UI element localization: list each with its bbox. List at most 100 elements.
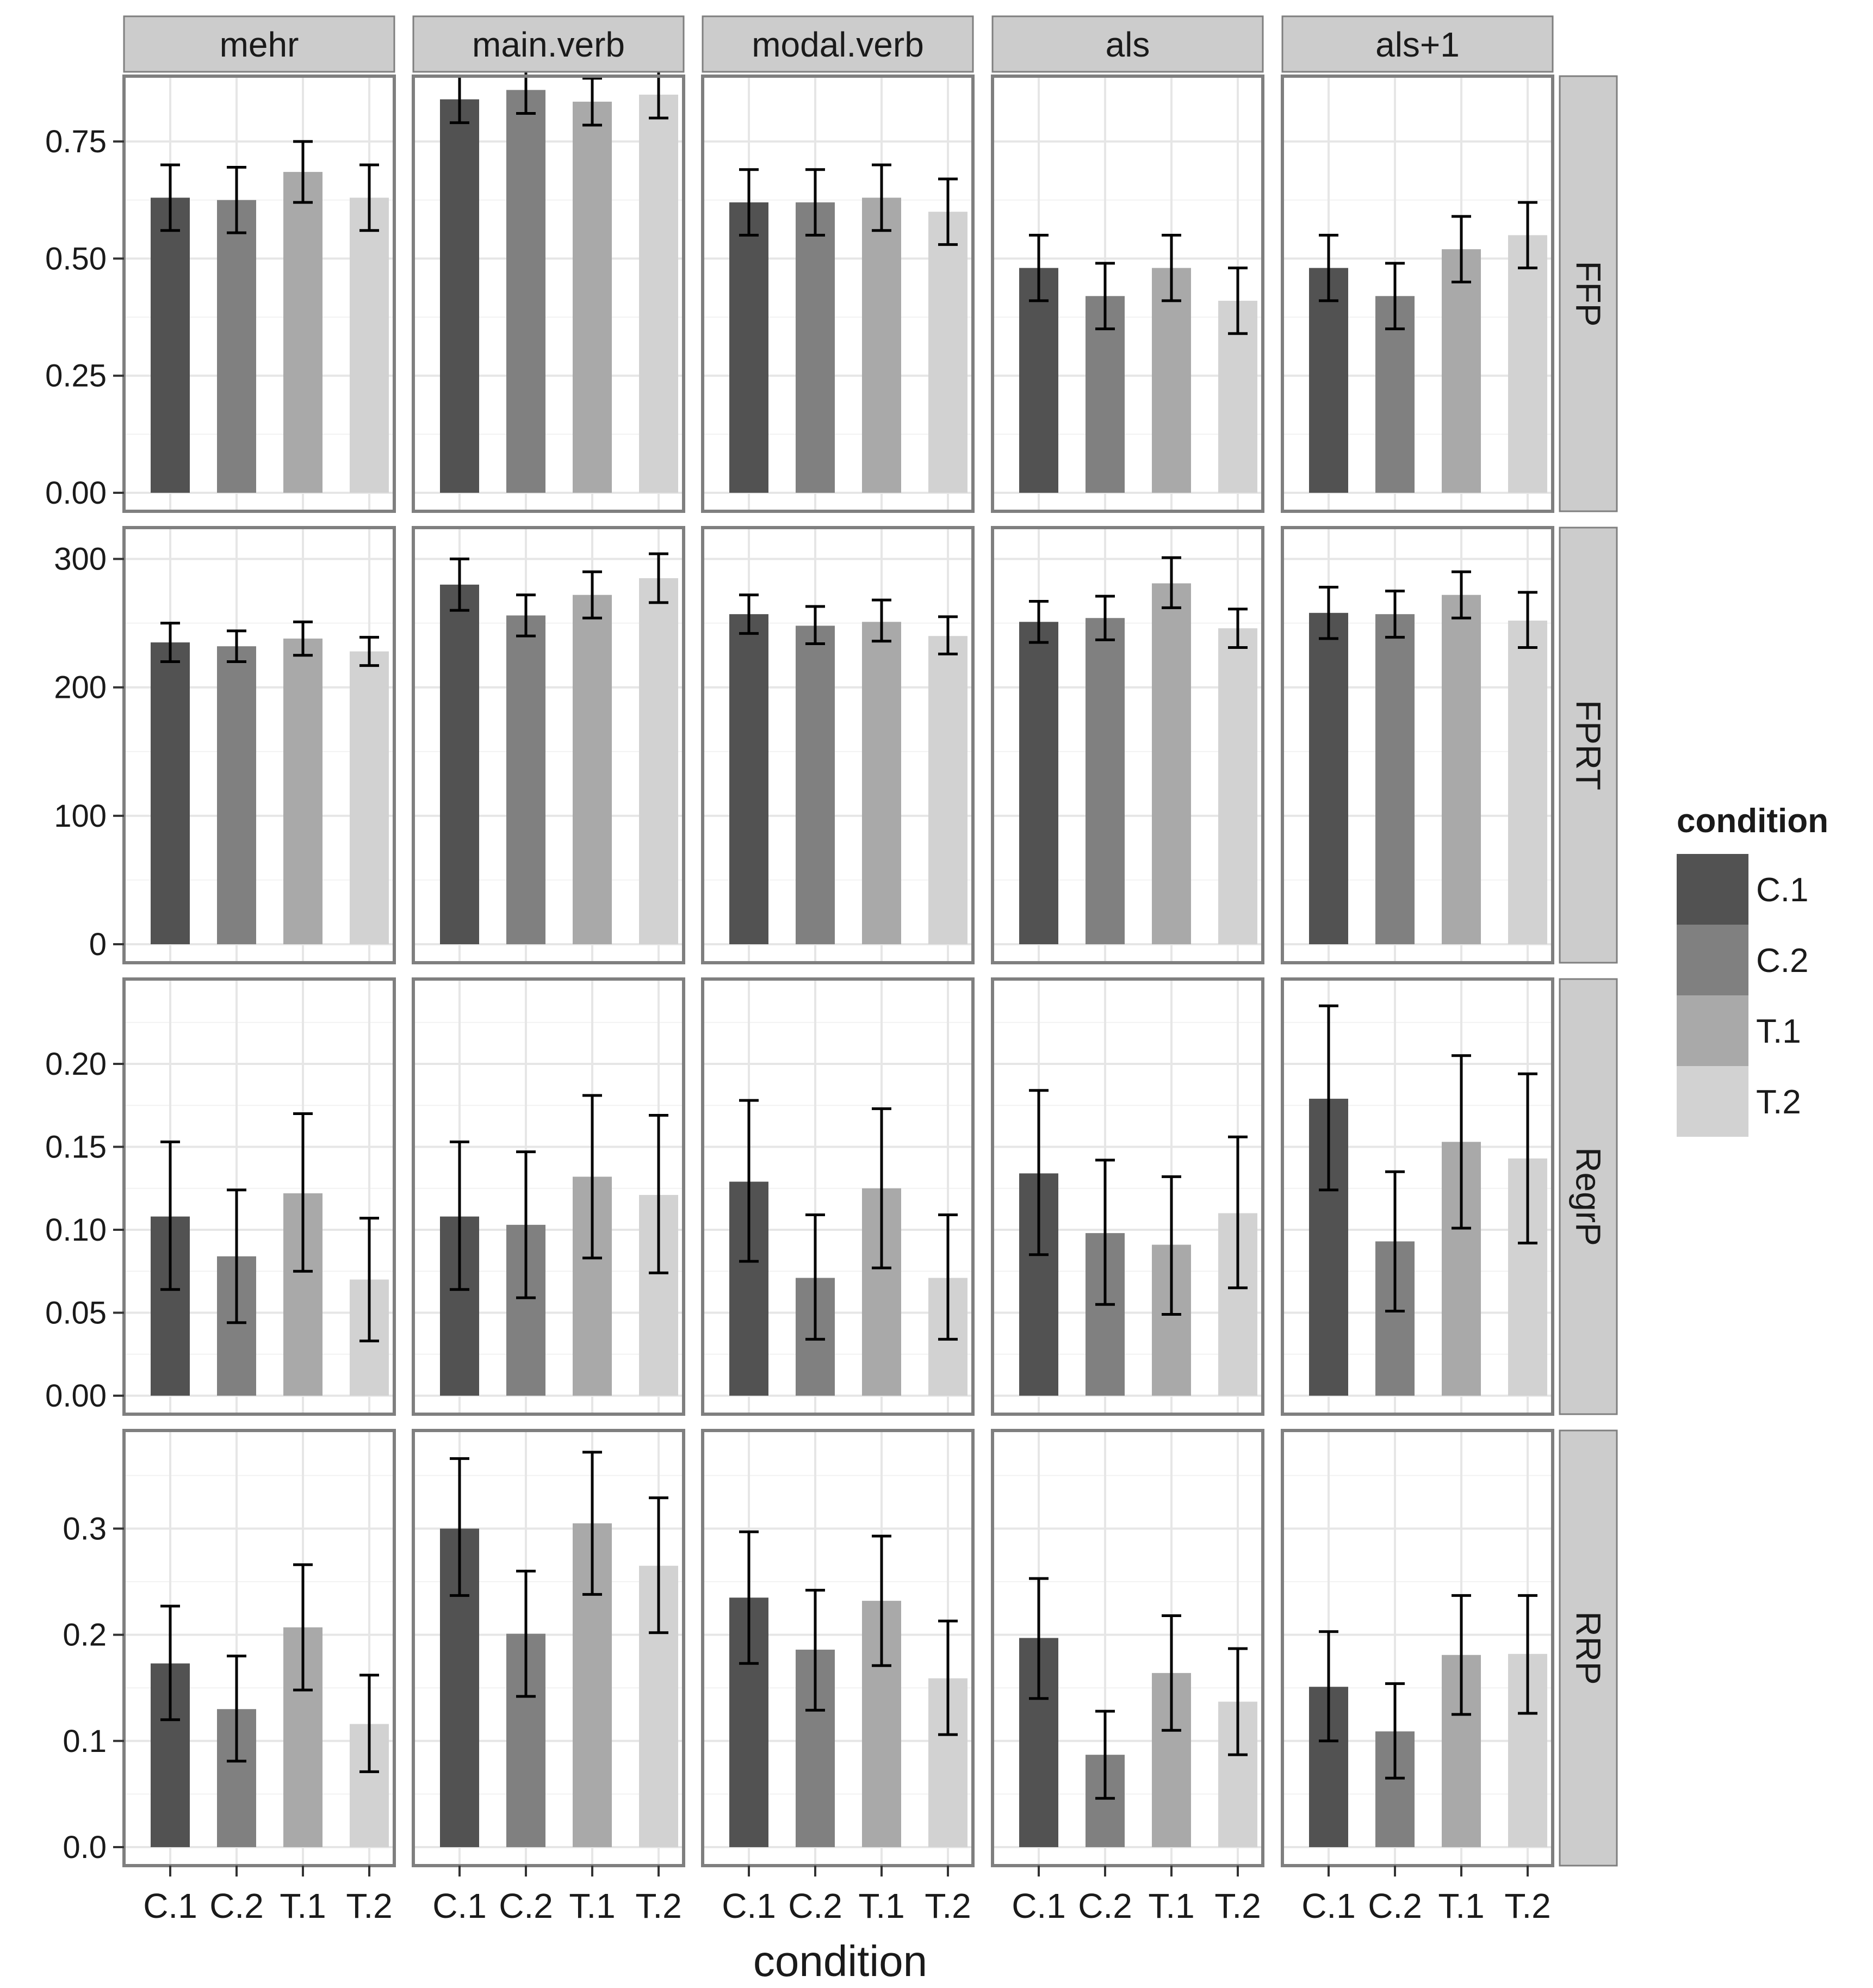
column-strip-modal-verb: modal.verb	[702, 15, 974, 73]
error-bar-c-2	[1095, 1159, 1115, 1306]
error-bar-t-1	[1452, 1054, 1471, 1230]
x-tick-label-c-2: C.2	[788, 1886, 842, 1925]
column-strip-box	[123, 15, 395, 73]
error-bar-c-1	[739, 1099, 759, 1263]
error-bar-t-2	[1518, 591, 1537, 649]
column-strip-label: als	[1106, 25, 1150, 64]
error-bar-t-1	[872, 1534, 891, 1667]
error-bar-t-1	[872, 163, 891, 232]
facet-panels	[122, 65, 1554, 1867]
x-tick-label-t-1: T.1	[858, 1886, 904, 1925]
panel-regrp-modal-verb	[701, 977, 975, 1416]
row-strip-label: RegrP	[1569, 1147, 1608, 1246]
error-bar-c-2	[227, 165, 246, 234]
x-tick-label-t-2: T.2	[1504, 1886, 1551, 1925]
panel-border	[991, 977, 1264, 1416]
error-bar-t-2	[649, 1114, 668, 1274]
error-bar-c-1	[1029, 600, 1049, 644]
panel-ffp-als-1	[1281, 75, 1554, 513]
x-tick-label-c-2: C.2	[1368, 1886, 1422, 1925]
error-bar-t-2	[649, 1496, 668, 1634]
error-bar-c-1	[450, 558, 469, 612]
bar-t-1	[1152, 268, 1191, 493]
error-bar-c-1	[1029, 1577, 1049, 1700]
panel-border	[412, 526, 685, 964]
legend-label: C.1	[1756, 871, 1808, 909]
x-tick-label-t-2: T.2	[925, 1886, 971, 1925]
error-bar-t-1	[293, 1112, 313, 1273]
bar-t-1	[1442, 594, 1481, 944]
error-bar-t-1	[1162, 556, 1181, 609]
panel-border	[701, 75, 975, 513]
legend-entry-c-1: C.1	[1677, 854, 1808, 925]
panel-border	[1281, 977, 1554, 1416]
error-bar-t-1	[582, 1094, 602, 1260]
y-tick-label: 0.0	[63, 1830, 107, 1865]
x-tick-label-c-2: C.2	[209, 1886, 264, 1925]
bar-t-2	[1508, 235, 1547, 493]
bar-c-2	[217, 646, 256, 944]
bar-t-2	[1508, 620, 1547, 944]
panel-border	[122, 75, 396, 513]
panel-border	[122, 977, 396, 1416]
axes: 0.00 0.25 0.50 0.75 0 100 200 300 0.00 0.05 0.10 0.…	[45, 124, 1551, 1925]
error-bar-c-1	[1319, 233, 1338, 302]
panel-border	[1281, 526, 1554, 964]
error-bar-t-2	[1228, 267, 1248, 335]
error-bar-t-1	[1162, 233, 1181, 302]
x-tick-label-t-2: T.2	[1214, 1886, 1261, 1925]
error-bar-c-1	[739, 1530, 759, 1665]
x-tick-label-c-1: C.1	[432, 1886, 487, 1925]
x-tick-label-c-2: C.2	[499, 1886, 553, 1925]
panel-border	[701, 1429, 975, 1867]
panel-regrp-als-1	[1281, 977, 1554, 1416]
error-bar-c-1	[450, 1140, 469, 1291]
error-bar-t-2	[938, 615, 958, 655]
x-tick-label-t-2: T.2	[346, 1886, 392, 1925]
error-bar-t-2	[1228, 608, 1248, 649]
panel-border	[412, 75, 685, 513]
error-bar-c-1	[160, 1605, 180, 1721]
bar-t-1	[573, 101, 612, 493]
panel-ffp-mehr	[122, 75, 396, 513]
x-tick-label-t-1: T.1	[280, 1886, 326, 1925]
panel-fprt-als-1	[1281, 526, 1554, 964]
error-bar-c-2	[805, 605, 825, 645]
error-bar-c-2	[1385, 262, 1405, 331]
error-bar-c-1	[739, 168, 759, 237]
bar-c-2	[1375, 614, 1415, 944]
x-tick-label-t-2: T.2	[635, 1886, 681, 1925]
y-tick-label: 0.2	[63, 1618, 107, 1653]
error-bar-c-2	[1385, 590, 1405, 639]
error-bar-t-2	[938, 1213, 958, 1341]
column-strip-als-1: als+1	[1281, 15, 1554, 73]
bar-c-2	[506, 615, 545, 944]
error-bar-t-2	[1518, 201, 1537, 270]
x-tick-label-c-2: C.2	[1078, 1886, 1132, 1925]
panel-fprt-modal-verb	[701, 526, 975, 964]
error-bar-c-1	[1029, 233, 1049, 302]
row-strip-fprt: FPRT	[1559, 527, 1618, 964]
error-bar-c-2	[1095, 1710, 1115, 1800]
bar-c-2	[796, 202, 835, 493]
error-bar-c-2	[805, 1213, 825, 1341]
panel-border	[991, 526, 1264, 964]
bar-t-1	[573, 594, 612, 944]
bar-t-2	[1218, 628, 1257, 944]
y-tick-label: 0.75	[45, 124, 107, 159]
error-bar-c-2	[1095, 594, 1115, 641]
legend-swatch	[1677, 854, 1748, 925]
error-bar-t-1	[1452, 1594, 1471, 1716]
y-tick-label: 100	[54, 798, 107, 834]
panel-border	[1281, 1429, 1554, 1867]
column-strip-main-verb: main.verb	[412, 15, 685, 73]
error-bar-t-1	[293, 140, 313, 204]
bar-c-1	[151, 642, 190, 944]
panel-border	[701, 526, 975, 964]
y-tick-label: 0.1	[63, 1724, 107, 1759]
bar-c-1	[151, 197, 190, 493]
error-bar-t-1	[872, 1107, 891, 1269]
bar-c-1	[729, 614, 768, 944]
panel-border	[412, 1429, 685, 1867]
x-tick-label-c-1: C.1	[722, 1886, 776, 1925]
